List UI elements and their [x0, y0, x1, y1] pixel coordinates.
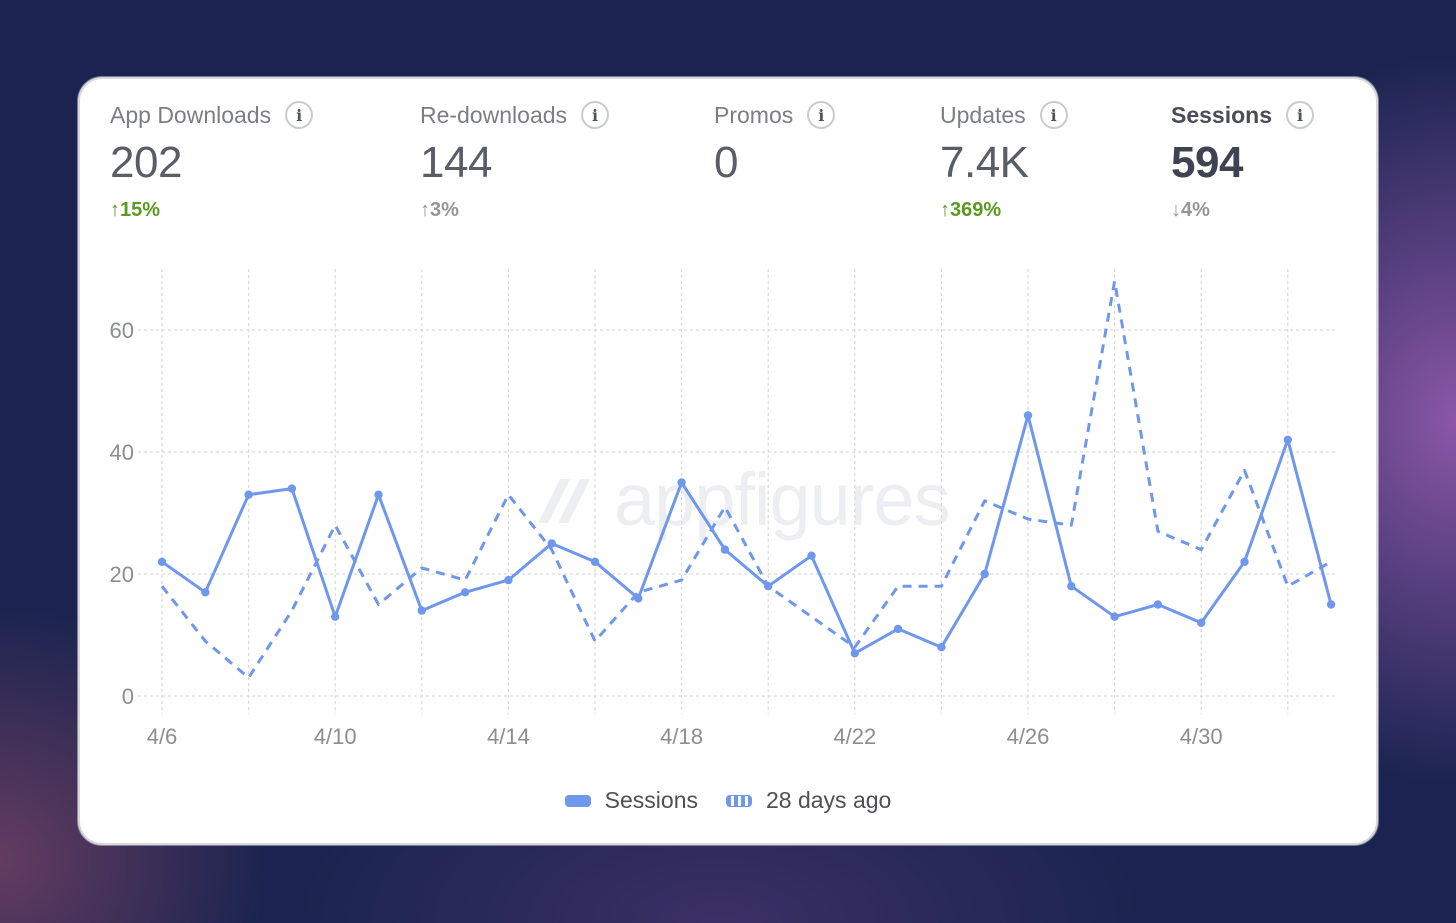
sessions-data-point	[547, 539, 556, 548]
metric-label: App Downloads	[110, 101, 272, 128]
metric-value: 0	[714, 138, 738, 187]
sessions-data-point	[287, 484, 297, 493]
arrow-up-icon: ↑	[110, 199, 120, 221]
sessions-data-point	[460, 588, 470, 597]
solid-line-swatch-icon	[564, 794, 591, 807]
sessions-data-point	[980, 569, 989, 579]
metric-value: 7.4K	[940, 138, 1029, 187]
y-tick-label: 0	[122, 684, 134, 709]
metric-change: ↑3%	[420, 199, 459, 221]
x-tick-label: 4/14	[487, 724, 530, 749]
metric-change: ↑15%	[110, 199, 161, 221]
metric-value: 594	[1171, 138, 1243, 187]
arrow-down-icon: ↓	[1171, 199, 1181, 221]
sessions-data-point	[677, 478, 686, 487]
sessions-data-point	[504, 575, 513, 585]
stats-card: App Downloads i 202 ↑15% Re-downloads i 14…	[78, 77, 1378, 845]
sessions-data-point	[1240, 557, 1249, 566]
x-tick-label: 4/26	[1007, 724, 1050, 749]
metric-label: Re-downloads	[420, 101, 568, 128]
dashed-line-swatch-icon	[726, 794, 752, 807]
sessions-data-point	[720, 545, 730, 554]
info-icon[interactable]: i	[1286, 101, 1314, 129]
metric-change: ↑369%	[940, 199, 1002, 221]
info-icon[interactable]: i	[1039, 101, 1068, 129]
sessions-data-point	[1110, 612, 1119, 621]
sessions-data-point	[1326, 600, 1336, 609]
metric-change: ↓4%	[1171, 199, 1210, 221]
info-icon[interactable]: i	[581, 101, 610, 129]
sessions-data-point	[590, 557, 600, 566]
chart-legend: Sessions 28 days ago	[80, 787, 1376, 814]
x-tick-label: 4/30	[1180, 724, 1223, 749]
legend-item-28-days-ago[interactable]: 28 days ago	[726, 787, 891, 814]
sessions-data-point	[1023, 411, 1033, 420]
sessions-data-point	[807, 551, 816, 560]
x-tick-label: 4/10	[314, 724, 357, 749]
sessions-data-point	[244, 490, 253, 499]
metric-updates[interactable]: Updates i 7.4K ↑369%	[940, 101, 1068, 223]
sessions-data-point	[1067, 582, 1076, 591]
metric-label: Sessions	[1171, 101, 1272, 128]
metric-re-downloads[interactable]: Re-downloads i 144 ↑3%	[420, 101, 610, 223]
metric-promos[interactable]: Promos i 0	[714, 101, 836, 223]
info-icon[interactable]: i	[285, 101, 314, 129]
legend-label: Sessions	[604, 787, 698, 813]
metric-label: Promos	[714, 101, 794, 128]
metric-value: 202	[110, 138, 182, 187]
info-icon[interactable]: i	[807, 101, 836, 129]
sessions-data-point	[1153, 600, 1163, 609]
legend-item-sessions[interactable]: Sessions	[564, 787, 698, 814]
sessions-data-point	[417, 606, 426, 615]
y-tick-label: 40	[110, 440, 134, 465]
series-line-28-days-ago	[160, 279, 1332, 680]
arrow-up-icon: ↑	[420, 199, 430, 221]
legend-label: 28 days ago	[766, 787, 892, 813]
sessions-data-point	[374, 490, 383, 499]
sessions-data-point	[1197, 618, 1206, 627]
metric-value: 144	[420, 138, 492, 187]
x-tick-label: 4/18	[660, 724, 703, 749]
x-tick-label: 4/6	[147, 724, 178, 749]
sessions-data-point	[331, 612, 340, 621]
sessions-data-point	[157, 557, 167, 566]
sessions-data-point	[893, 624, 903, 634]
x-tick-label: 4/22	[833, 724, 876, 749]
series-line-sessions	[161, 413, 1333, 655]
sessions-data-point	[201, 588, 210, 597]
sessions-data-point	[850, 649, 859, 658]
y-tick-label: 60	[110, 318, 134, 343]
y-tick-label: 20	[110, 562, 134, 587]
sessions-data-point	[937, 643, 946, 652]
sessions-data-point	[1283, 435, 1293, 444]
metric-app-downloads[interactable]: App Downloads i 202 ↑15%	[110, 101, 314, 223]
metric-sessions[interactable]: Sessions i 594 ↓4%	[1171, 101, 1314, 223]
metric-label: Updates	[940, 101, 1026, 128]
sessions-line-chart: 0 20 40 60 4/6 4/10 4/14 4/18 4/22 4/26 4/30	[110, 269, 1337, 749]
arrow-up-icon: ↑	[940, 199, 950, 221]
